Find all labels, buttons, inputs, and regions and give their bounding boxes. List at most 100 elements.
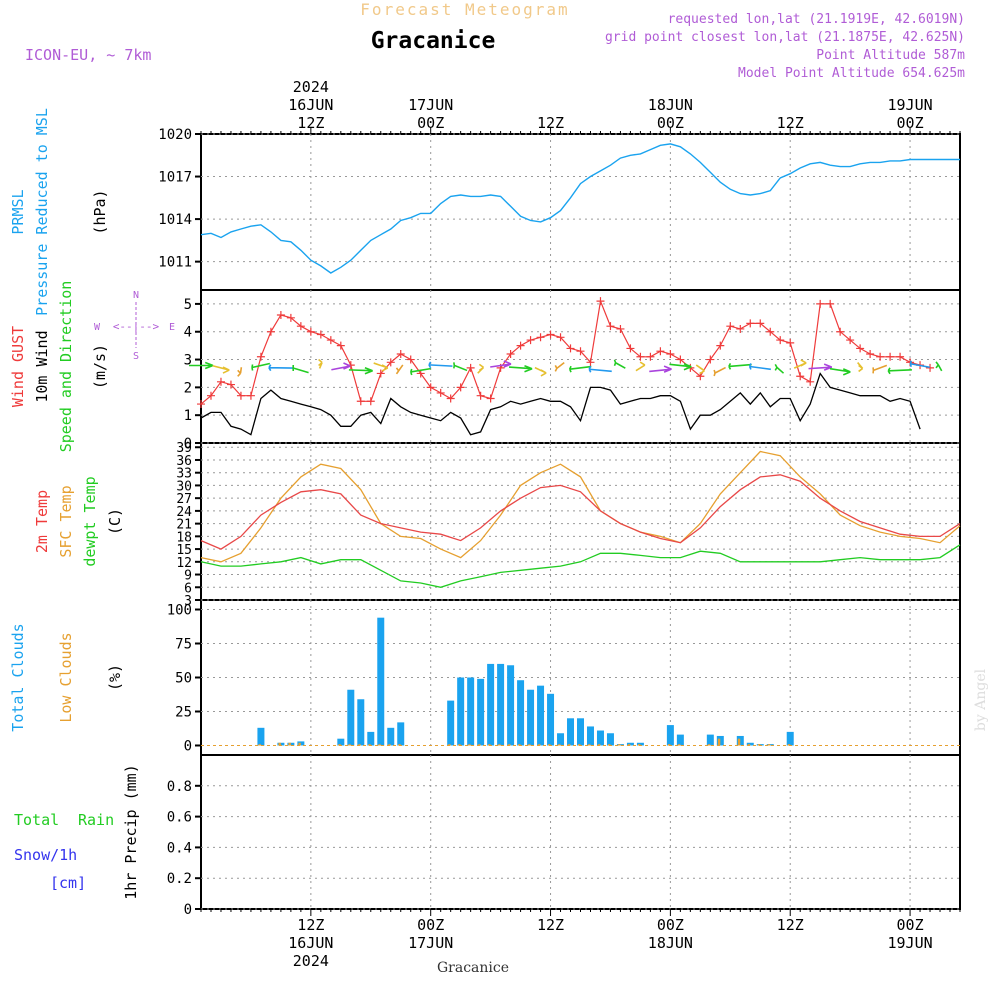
wind-direction-arrow: [508, 364, 533, 373]
wind-direction-arrow: [410, 367, 431, 376]
low-clouds-bar: [717, 738, 721, 746]
time-label-top: 16JUN: [288, 96, 333, 114]
time-label-top: 12Z: [777, 114, 804, 132]
low-clouds-bar: [767, 744, 771, 746]
low-clouds-bar: [378, 744, 381, 746]
compass-w: W: [94, 322, 101, 333]
wind-gust-point: [526, 336, 535, 345]
panel-frames: [200, 133, 961, 910]
y-tick-label: 1011: [158, 255, 192, 271]
wind-gust-point: [776, 336, 785, 345]
total-clouds-bar: [746, 742, 754, 746]
wind-direction-arrow: [713, 366, 726, 377]
wind-gust-point: [476, 391, 485, 400]
sfc-temp-line: [200, 450, 961, 563]
point-altitude: Point Altitude 587m: [816, 48, 965, 63]
time-label-bottom: 00Z: [417, 916, 444, 934]
low-clouds-bar: [747, 744, 751, 746]
wind-gust-point: [836, 327, 845, 336]
total-clouds-bar: [477, 678, 485, 746]
y-tick-label: 36: [176, 454, 192, 469]
time-label-top: 18JUN: [648, 96, 693, 114]
wind-gust-point: [436, 388, 445, 397]
temp-axis-label: SFC Temp: [57, 485, 75, 557]
compass-e: E: [169, 322, 175, 333]
precip-label-cm: [cm]: [50, 874, 86, 892]
wind-gust-point: [726, 322, 735, 331]
wind-direction-arrow: [669, 362, 692, 371]
total-clouds-bar: [547, 693, 555, 746]
wind-gust-point: [286, 313, 295, 322]
wind-gust-point: [546, 330, 555, 339]
low-clouds-bar: [578, 744, 581, 746]
y-tick-label: 3: [184, 594, 192, 609]
temp-panel-frame: [200, 442, 961, 601]
pressure-axis-label: (hPa): [91, 189, 109, 234]
time-label-top: 19JUN: [887, 96, 932, 114]
wind-direction-arrow: [251, 362, 271, 371]
precip-label-snow: Snow/1h: [14, 846, 77, 864]
time-label-bottom: 2024: [293, 952, 329, 970]
low-clouds-bar: [757, 744, 761, 746]
wind-gust-point: [216, 377, 225, 386]
time-label-bottom: 17JUN: [408, 934, 453, 952]
grid-layer: [201, 133, 960, 910]
y-tick-label: 24: [176, 505, 192, 520]
low-clouds-bar: [737, 738, 741, 746]
low-clouds-bar: [618, 744, 621, 746]
wind-gust-point: [596, 297, 605, 306]
gridpoint-coords: grid point closest lon,lat (21.1875E, 42…: [605, 30, 965, 45]
time-label-top: 2024: [293, 78, 329, 96]
wind-direction-arrow: [348, 366, 373, 375]
total-clouds-bar: [487, 663, 495, 746]
time-label-top: 12Z: [297, 114, 324, 132]
wind-direction-arrow: [887, 367, 912, 375]
low-clouds-bar: [388, 744, 391, 746]
low-clouds-bar: [278, 742, 281, 746]
total-clouds-bar: [596, 730, 604, 746]
wind-gust-point: [606, 322, 615, 331]
time-label-bottom: 00Z: [657, 916, 684, 934]
wind-direction-arrow: [212, 364, 230, 374]
low-clouds-bar: [677, 744, 681, 746]
y-tick-label: 0.6: [167, 810, 192, 826]
low-clouds-bar: [368, 744, 371, 746]
wind-gust-point: [226, 380, 235, 389]
low-clouds-bar: [468, 744, 471, 746]
total-clouds-bar: [367, 731, 375, 746]
y-tick-label: 39: [176, 441, 192, 456]
wind-direction-arrow: [748, 363, 771, 371]
time-label-top: 00Z: [657, 114, 684, 132]
watermark: by Angel: [973, 668, 989, 731]
total-clouds-bar: [606, 733, 614, 746]
wind-axis-label: Wind GUST: [9, 326, 27, 407]
total-clouds-bar: [457, 677, 465, 746]
y-tick-label: 30: [176, 479, 192, 494]
wind-direction-arrow: [649, 365, 672, 373]
low-clouds-bar: [448, 744, 451, 746]
wind-direction-arrow: [613, 359, 626, 369]
compass-s: S: [133, 351, 139, 362]
wind-gust-point: [446, 394, 455, 403]
y-tick-label: 0.2: [167, 871, 192, 887]
wind-gust-point: [886, 352, 895, 361]
y-tick-label: 1017: [158, 170, 192, 186]
wind-gust-point: [536, 333, 545, 342]
wind-gust-point: [246, 391, 255, 400]
total-clouds-bar: [357, 699, 365, 746]
y-tick-label: 5: [184, 297, 192, 313]
wind-gust-point: [506, 349, 515, 358]
y-tick-label: 1014: [158, 212, 192, 228]
y-tick-label: 0: [184, 738, 192, 754]
wind-gust-point: [716, 341, 725, 350]
wind-direction-arrow: [292, 364, 309, 374]
total-clouds-bar: [377, 617, 385, 746]
total-clouds-bar: [497, 663, 505, 746]
total-clouds-bar: [387, 727, 395, 746]
y-tick-label: 33: [176, 467, 192, 482]
marks-layer: [189, 143, 961, 746]
wind-gust-point: [746, 319, 755, 328]
wind-direction-arrow: [793, 359, 807, 369]
